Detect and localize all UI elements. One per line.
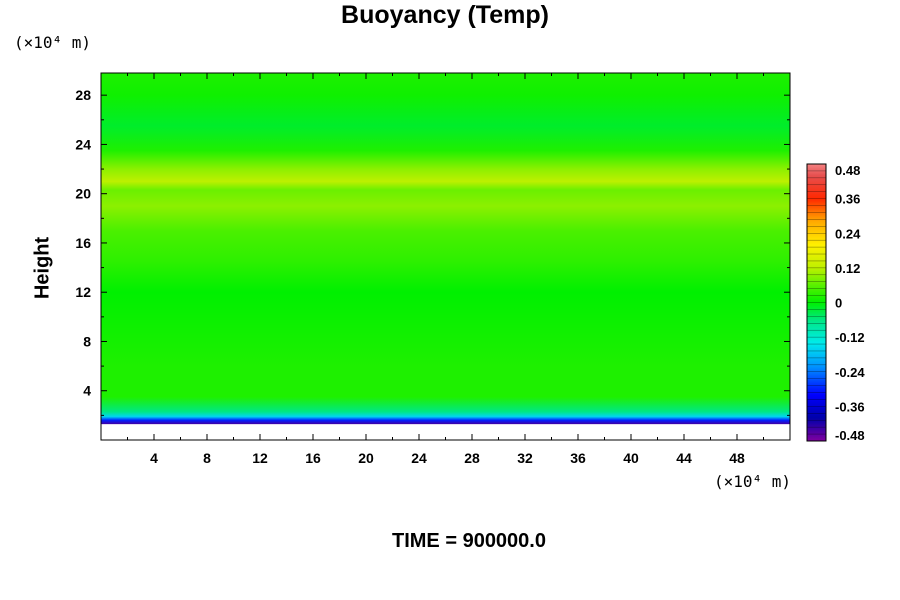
x-tick-label: 32 [517, 450, 533, 466]
colorbar-tick-label: -0.48 [835, 428, 865, 443]
x-tick-label: 28 [464, 450, 480, 466]
x-tick-label: 44 [676, 450, 692, 466]
x-tick-label: 16 [305, 450, 321, 466]
colorbar-tick-label: -0.24 [835, 365, 865, 380]
y-tick-label: 16 [75, 235, 91, 251]
y-axis-unit: (×10⁴ m) [14, 33, 92, 52]
x-tick-label: 4 [150, 450, 158, 466]
colorbar-tick-label: 0.12 [835, 261, 860, 276]
colorbar-tick-label: 0 [835, 296, 842, 311]
y-tick-label: 20 [75, 186, 91, 202]
x-tick-label: 40 [623, 450, 639, 466]
x-tick-label: 48 [729, 450, 745, 466]
y-tick-label: 28 [75, 87, 91, 103]
time-readout: TIME = 900000.0 [392, 530, 546, 552]
x-tick-label: 20 [358, 450, 374, 466]
x-tick-label: 8 [203, 450, 211, 466]
chart-title: Buoyancy (Temp) [341, 1, 549, 29]
colorbar-tick-label: 0.36 [835, 192, 860, 207]
colorbar: 0.48 0.36 0.24 0.12 0 -0.12 -0.24 -0.36 -0.48 [806, 163, 865, 443]
colorbar-tick-label: 0.48 [835, 163, 860, 178]
x-tick-label: 12 [252, 450, 268, 466]
colorbar-tick-label: -0.36 [835, 399, 865, 414]
y-tick-label: 24 [75, 136, 91, 152]
x-tick-label: 24 [411, 450, 427, 466]
y-tick-label: 4 [83, 383, 91, 399]
colorbar-frame [806, 163, 827, 442]
colorbar-tick-label: -0.12 [835, 330, 865, 345]
x-tick-label: 36 [570, 450, 586, 466]
colorbar-tick-label: 0.24 [835, 226, 861, 241]
y-tick-label: 12 [75, 284, 91, 300]
x-axis-unit: (×10⁴ m) [714, 472, 792, 491]
field-fill [101, 73, 790, 440]
y-tick-label: 8 [83, 333, 91, 349]
plot-area [101, 73, 790, 440]
